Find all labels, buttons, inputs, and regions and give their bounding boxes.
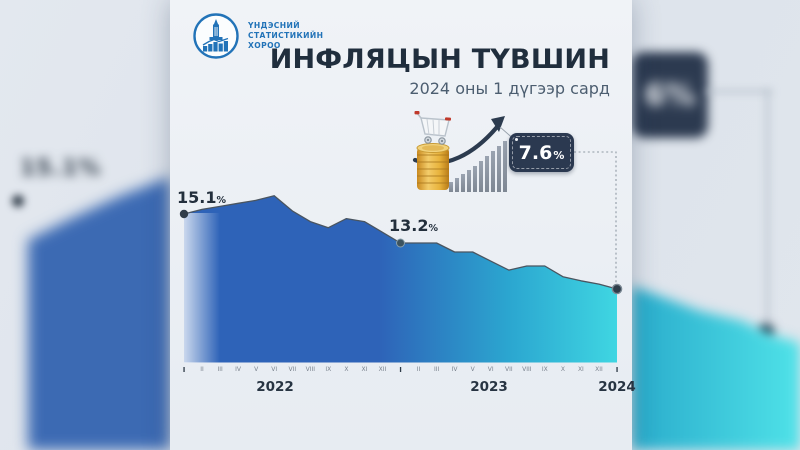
current-value-badge: 7.6 % xyxy=(509,133,574,172)
x-tick-label: VI xyxy=(487,366,494,373)
x-tick-label: XII xyxy=(378,366,387,373)
nso-logo-icon xyxy=(193,13,239,59)
x-tick-label: XI xyxy=(361,366,368,373)
shopping-cart-icon xyxy=(414,111,452,145)
poster-card: ҮНДЭСНИЙ СТАТИСТИКИЙН ХОРОО ИНФЛЯЦЫН ТҮВ… xyxy=(170,0,636,450)
background-blur-right-badge: 6% xyxy=(632,52,708,138)
org-name-line3: ХОРОО xyxy=(248,41,281,50)
org-name-line1: ҮНДЭСНИЙ xyxy=(248,21,301,30)
x-tick-label: V xyxy=(470,366,475,373)
badge-stitch-border xyxy=(512,136,571,169)
x-tick-label: II xyxy=(416,366,421,373)
x-axis: I II III IV V VI VII VIII IX X XI XII I II III IV V VI VII… xyxy=(170,0,636,450)
x-tick-label: III xyxy=(433,366,440,373)
x-tick-label: VI xyxy=(271,366,278,373)
background-blur-left: 15.1% xyxy=(0,0,170,450)
point-label-first-value: 15.1 xyxy=(177,188,217,207)
x-tick-label: IV xyxy=(451,366,458,373)
x-tick-label: IX xyxy=(541,366,548,373)
x-tick-label: I xyxy=(615,366,619,374)
background-blur-right: 6% xyxy=(632,0,800,450)
point-label-mid-value: 13.2 xyxy=(389,216,429,235)
year-label-2022: 2022 xyxy=(256,379,294,395)
x-tick-label: II xyxy=(200,366,204,373)
org-name-line2: СТАТИСТИКИЙН xyxy=(248,31,324,40)
x-tick-label: XII xyxy=(595,366,603,373)
x-tick-label: VIII xyxy=(305,366,316,373)
x-tick-label: VII xyxy=(504,366,513,373)
badge-value: 7.6 xyxy=(518,141,553,164)
x-tick-label: IX xyxy=(325,366,332,373)
year-label-2023: 2023 xyxy=(470,379,508,395)
x-tick-label: XI xyxy=(577,366,584,373)
background-blur-connector-v xyxy=(766,90,769,332)
year-label-2024: 2024 xyxy=(598,379,636,395)
page-subtitle: 2024 оны 1 дүгээр сард xyxy=(409,79,610,98)
x-tick-label: X xyxy=(344,366,349,373)
badge-percent-sign: % xyxy=(553,148,565,162)
inflation-illustration xyxy=(412,111,507,192)
background-blur-left-dot xyxy=(12,195,24,207)
x-tick-label: VII xyxy=(288,366,297,373)
org-name: ҮНДЭСНИЙ СТАТИСТИКИЙН ХОРОО xyxy=(248,21,323,51)
rising-bars-icon xyxy=(449,141,507,192)
x-tick-label: X xyxy=(560,366,565,373)
background-blur-right-badge-label: 6% xyxy=(644,77,696,113)
x-tick-label: VIII xyxy=(522,366,532,373)
x-tick-label: I xyxy=(399,366,402,374)
point-label-first-unit: % xyxy=(216,195,227,206)
background-blur-left-label: 15.1% xyxy=(20,156,102,181)
x-tick-label: I xyxy=(182,366,186,374)
x-tick-label: V xyxy=(254,366,259,373)
point-label-mid: 13.2% xyxy=(389,216,438,235)
background-blur-left-area xyxy=(28,177,170,450)
background-blur-right-area xyxy=(632,286,800,450)
x-tick-label: III xyxy=(217,366,223,373)
x-tick-label: IV xyxy=(235,366,242,373)
point-label-first: 15.1% xyxy=(177,188,226,207)
page-title: ИНФЛЯЦЫН ТҮВШИН xyxy=(269,44,610,75)
coin-stack-icon xyxy=(416,143,450,190)
badge-hole-dot xyxy=(515,138,518,141)
background-blur-connector-h xyxy=(706,90,772,93)
point-label-mid-unit: % xyxy=(428,223,439,234)
